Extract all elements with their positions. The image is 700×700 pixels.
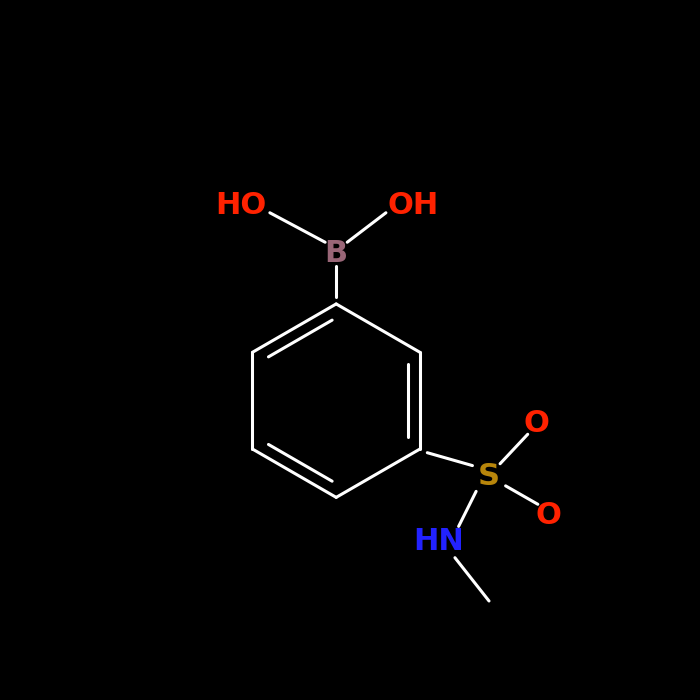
Text: OH: OH [388, 191, 439, 220]
Text: HN: HN [413, 526, 463, 556]
Text: B: B [325, 239, 348, 268]
Text: HO: HO [215, 191, 266, 220]
Text: O: O [524, 409, 550, 438]
Text: O: O [536, 500, 562, 530]
Text: S: S [478, 462, 500, 491]
